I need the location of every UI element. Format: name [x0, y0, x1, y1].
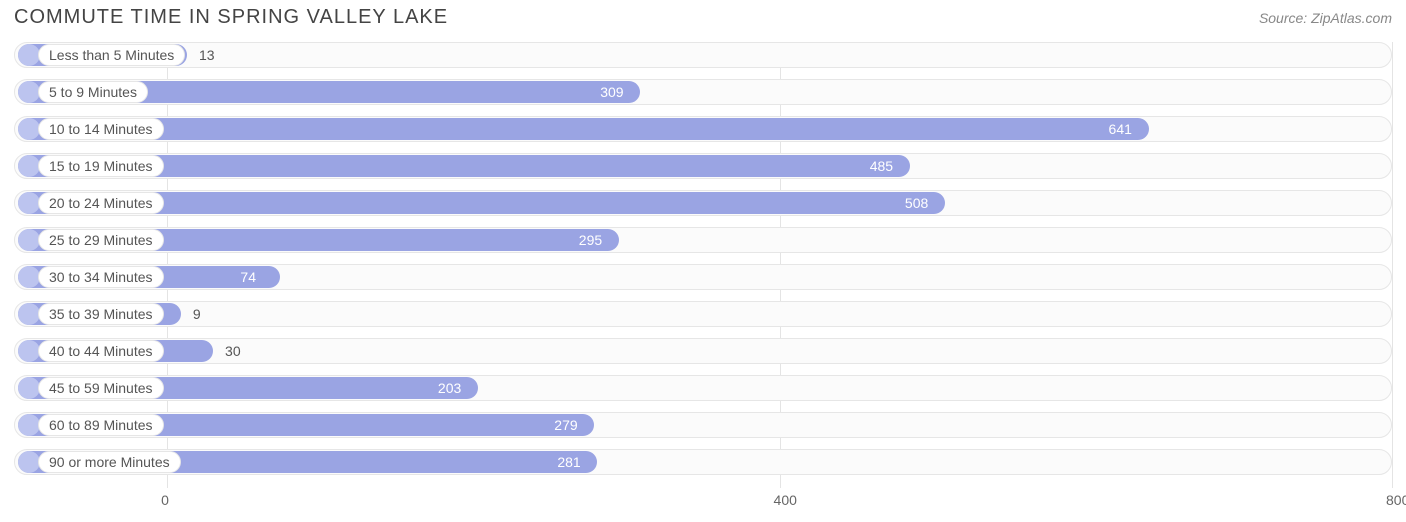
bar-track	[14, 338, 1392, 364]
axis-tick-label: 400	[774, 492, 797, 508]
plot-area: 0400800Less than 5 Minutes135 to 9 Minut…	[14, 42, 1392, 488]
bar-cap	[18, 266, 40, 288]
value-label: 30	[225, 338, 241, 364]
bar-cap	[18, 414, 40, 436]
category-label: 20 to 24 Minutes	[38, 192, 164, 214]
bar-cap	[18, 451, 40, 473]
value-label: 641	[1109, 116, 1132, 142]
chart-source: Source: ZipAtlas.com	[1259, 10, 1392, 26]
category-label: 40 to 44 Minutes	[38, 340, 164, 362]
bar-fill	[18, 118, 1149, 140]
category-label: 45 to 59 Minutes	[38, 377, 164, 399]
category-label: 90 or more Minutes	[38, 451, 181, 473]
category-label: 25 to 29 Minutes	[38, 229, 164, 251]
value-label: 295	[579, 227, 602, 253]
category-label: 5 to 9 Minutes	[38, 81, 148, 103]
category-label: 60 to 89 Minutes	[38, 414, 164, 436]
bar-cap	[18, 340, 40, 362]
value-label: 485	[870, 153, 893, 179]
chart-container: COMMUTE TIME IN SPRING VALLEY LAKE Sourc…	[0, 0, 1406, 522]
category-label: 35 to 39 Minutes	[38, 303, 164, 325]
category-label: 15 to 19 Minutes	[38, 155, 164, 177]
bar-cap	[18, 44, 40, 66]
bar-cap	[18, 303, 40, 325]
bar-track	[14, 42, 1392, 68]
value-label: 309	[600, 79, 623, 105]
value-label: 281	[557, 449, 580, 475]
bar-cap	[18, 377, 40, 399]
value-label: 279	[554, 412, 577, 438]
bar-cap	[18, 192, 40, 214]
value-label: 203	[438, 375, 461, 401]
bar-cap	[18, 81, 40, 103]
category-label: 10 to 14 Minutes	[38, 118, 164, 140]
category-label: 30 to 34 Minutes	[38, 266, 164, 288]
axis-tick-label: 0	[161, 492, 169, 508]
value-label: 9	[193, 301, 201, 327]
bar-cap	[18, 155, 40, 177]
value-label: 13	[199, 42, 215, 68]
value-label: 74	[240, 264, 256, 290]
chart-title: COMMUTE TIME IN SPRING VALLEY LAKE	[14, 6, 448, 29]
bar-cap	[18, 118, 40, 140]
category-label: Less than 5 Minutes	[38, 44, 185, 66]
bar-track	[14, 301, 1392, 327]
value-label: 508	[905, 190, 928, 216]
bar-cap	[18, 229, 40, 251]
axis-tick-label: 800	[1386, 492, 1406, 508]
grid-line	[1392, 42, 1393, 488]
